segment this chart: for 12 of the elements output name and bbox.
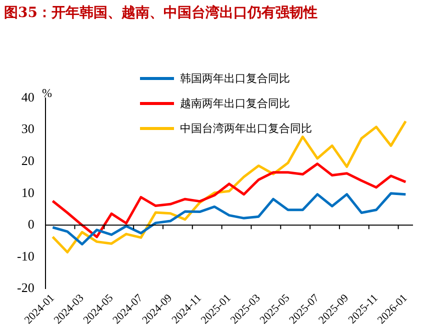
legend-label: 越南两年出口复合同比 [180, 96, 290, 111]
y-tick-label: 0 [28, 216, 34, 232]
y-axis-title: % [42, 86, 52, 101]
y-tick-label: -10 [16, 248, 34, 264]
y-tick-label: -20 [16, 280, 34, 296]
y-tick-label: 30 [21, 121, 34, 136]
legend-label: 韩国两年出口复合同比 [180, 71, 290, 86]
legend-label: 中国台湾两年出口复合同比 [180, 121, 312, 136]
y-tick-label: 40 [21, 89, 34, 104]
chart-title: 图35：开年韩国、越南、中国台湾出口仍有强韧性 [4, 4, 318, 22]
y-tick-label: 10 [21, 184, 34, 200]
y-tick-label: 20 [21, 153, 34, 168]
